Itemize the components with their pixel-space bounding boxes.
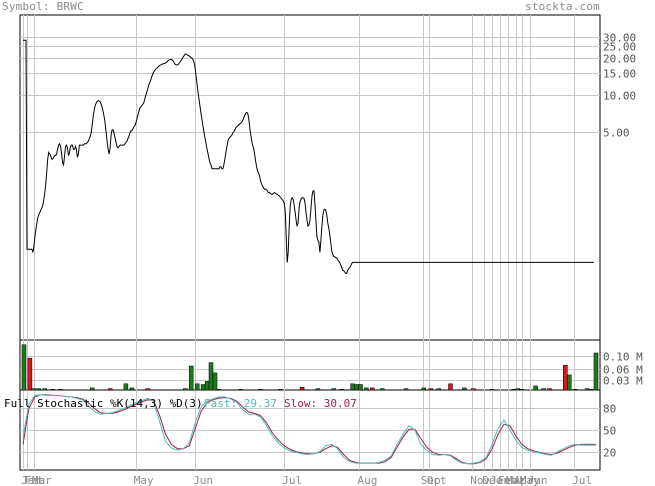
stochastic-panel: [22, 394, 596, 465]
volume-bar: [299, 387, 305, 391]
x-tick-label: Jul: [572, 474, 592, 486]
x-tick-label: Dec: [482, 474, 502, 486]
x-tick-label: Jun: [193, 474, 213, 486]
volume-bar: [42, 388, 48, 391]
volume-bar: [258, 389, 263, 391]
volume-bar: [183, 388, 188, 391]
volume-tick-label: 0.06 M: [603, 364, 643, 377]
price-tick-label: 15.00: [603, 68, 636, 81]
x-tick-label: Jul: [282, 474, 302, 486]
volume-bar: [593, 352, 599, 391]
stochastic-slow-value: Slow: 30.07: [284, 397, 357, 410]
volume-bar: [462, 387, 467, 391]
price-line: [23, 39, 594, 274]
brand-label[interactable]: stockta.com: [524, 0, 600, 13]
volume-bar: [584, 388, 590, 391]
volume-bar: [107, 388, 113, 391]
volume-bar: [572, 389, 578, 391]
volume-bar: [90, 387, 95, 391]
volume-bar: [145, 388, 150, 391]
volume-bar: [50, 389, 55, 391]
x-tick-label: Sep: [421, 474, 441, 486]
volume-bar: [212, 372, 218, 391]
volume-bar: [238, 389, 243, 391]
x-tick-label: Mar: [32, 474, 52, 486]
volume-bar: [358, 384, 363, 391]
volume-bar: [58, 389, 63, 391]
volume-bar: [364, 387, 369, 391]
x-tick-label: Jan: [21, 474, 41, 486]
volume-bar: [567, 374, 572, 391]
x-tick-label: Jun: [528, 474, 548, 486]
price-tick-label: 5.00: [603, 127, 630, 140]
panel-frame-1: [19, 339, 601, 391]
price-tick-label: 30.00: [603, 32, 636, 45]
x-tick-label: May: [520, 474, 540, 486]
volume-bar: [533, 385, 538, 391]
price-tick-label: 10.00: [603, 90, 636, 103]
volume-bar: [370, 387, 375, 391]
volume-bar: [188, 365, 194, 391]
volume-tick-label: 0.03 M: [603, 375, 643, 388]
volume-bar: [123, 383, 129, 391]
symbol-label: Symbol: BRWC: [2, 0, 84, 13]
volume-panel: [21, 344, 599, 391]
stoch-fast-line: [22, 394, 596, 465]
x-tick-label: Feb: [25, 474, 45, 486]
volume-bar: [511, 389, 517, 391]
volume-bar: [541, 388, 546, 391]
volume-bar: [421, 387, 427, 391]
volume-bar: [379, 388, 385, 391]
x-tick-label: Feb: [498, 474, 518, 486]
grid-lines: [20, 15, 600, 470]
volume-bar: [403, 388, 409, 391]
volume-bar: [428, 388, 433, 391]
x-tick-label: Mar: [506, 474, 526, 486]
price-panel: [23, 39, 594, 274]
x-tick-label: May: [134, 474, 154, 486]
volume-bar: [208, 362, 214, 391]
stoch-tick-label: 80: [603, 403, 616, 416]
volume-bar: [489, 389, 495, 391]
volume-bar: [21, 344, 27, 391]
volume-bar: [315, 388, 321, 391]
stochastic-title: Full Stochastic %K(14,3) %D(3): [4, 397, 203, 410]
volume-bar: [31, 388, 37, 391]
volume-bar: [448, 383, 453, 391]
volume-bar: [563, 365, 568, 391]
volume-bar: [350, 383, 355, 391]
volume-bar: [519, 389, 525, 391]
volume-bar: [436, 388, 441, 391]
x-tick-label: Nov: [470, 474, 490, 486]
volume-bar: [129, 387, 135, 391]
volume-bar: [204, 381, 210, 391]
volume-bar: [200, 384, 206, 391]
volume-bar: [278, 389, 283, 391]
volume-bar: [194, 383, 200, 391]
volume-bar: [36, 388, 42, 391]
volume-bar: [331, 388, 337, 391]
volume-bar: [471, 388, 476, 391]
volume-bar: [588, 389, 594, 391]
volume-tick-label: 0.10 M: [603, 351, 643, 364]
x-tick-label: Apr: [514, 474, 534, 486]
volume-bar: [547, 388, 552, 391]
volume-bar: [216, 389, 222, 391]
volume-bar: [515, 388, 521, 391]
x-tick-label: Jan: [490, 474, 510, 486]
volume-bar: [354, 384, 359, 391]
volume-bar: [27, 357, 33, 391]
panel-frame-0: [19, 14, 601, 341]
x-tick-label: Oct: [427, 474, 447, 486]
stoch-tick-label: 20: [603, 447, 616, 460]
price-tick-label: 25.00: [603, 41, 636, 54]
price-tick-label: 20.00: [603, 53, 636, 66]
x-tick-label: Aug: [358, 474, 378, 486]
volume-bar: [339, 389, 344, 391]
stochastic-fast-value: Fast: 29.37: [204, 397, 277, 410]
stoch-tick-label: 50: [603, 425, 616, 438]
